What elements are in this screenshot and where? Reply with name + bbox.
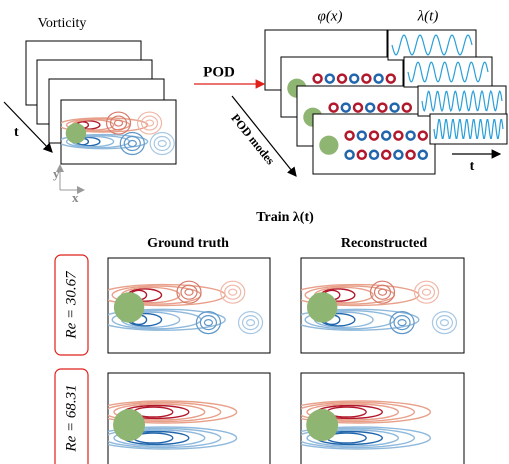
cylinder [113,409,145,441]
train-title: Train λ(t) [256,210,314,225]
vorticity-label: Vorticity [38,16,87,31]
cylinder [114,292,144,322]
cylinder [319,136,338,155]
cylinder [307,292,337,322]
page: {"left":{"title":"Vorticity","time_axis"… [0,0,509,464]
time-label: t [14,125,19,140]
y-label: y [53,166,60,181]
column-header: Ground truth [147,236,229,251]
re-label: Re = 30.67 [63,270,79,340]
pod-label: POD [203,64,235,80]
drawing [26,30,507,464]
body: Vorticity t y x POD POD modes φ(x) λ(t) … [0,0,509,464]
cylinder [306,409,338,441]
re-label: Re = 68.31 [63,384,79,452]
modes-label: POD modes [228,111,277,167]
column-header: Reconstructed [341,236,428,251]
mode-time-label: t [470,159,475,174]
x-label: x [72,190,79,205]
cylinder [66,123,86,143]
lambda-label: λ(t) [417,8,439,24]
phi-label: φ(x) [318,8,343,24]
figure: Vorticity t y x POD POD modes φ(x) λ(t) … [0,0,509,464]
